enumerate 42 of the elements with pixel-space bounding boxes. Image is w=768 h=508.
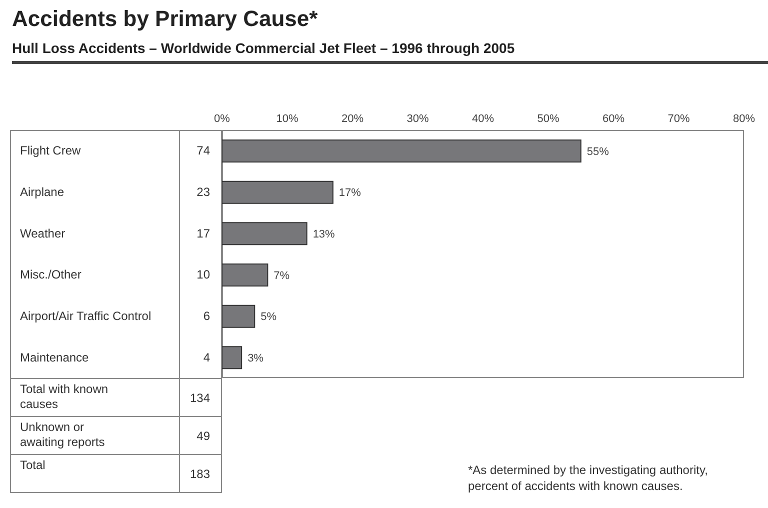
data-label: 3% [248,352,264,365]
y-tick-label: Airplane [20,185,64,199]
text: 74 [196,144,210,158]
text: Unknown or awaiting reports [20,420,106,450]
text: 183 [188,467,210,481]
text: 17 [196,226,210,240]
x-tick-label: 40% [472,113,494,125]
bar [222,264,268,286]
x-tick-label: 30% [406,113,429,125]
y-tick-label: Weather [20,226,66,240]
x-tick-label: 50% [537,113,560,125]
y-tick-label: Maintenance [20,350,90,364]
y-tick-label: Flight Crew [20,144,82,158]
text: Total with known causes [20,382,110,412]
text: Total [20,458,46,473]
bar [222,180,334,204]
x-tick-label: 60% [602,113,625,125]
bar [222,140,582,162]
data-label: 17% [338,187,362,200]
text: *As determined by the investigating authority, percent of accidents with known causes. [468,462,709,494]
x-tick-label: 0% [214,113,230,125]
bar [222,304,256,328]
y-tick-label: Misc./Other [20,268,82,282]
text: 23 [196,185,210,199]
chart-title: Accidents by Primary Cause* [12,6,318,32]
text: 134 [188,391,210,405]
data-label: 13% [312,228,336,241]
x-tick-label: 80% [732,113,756,125]
chart-subtitle: Hull Loss Accidents – Worldwide Commercial Jet Fleet – 1996 through 2005 [12,40,515,56]
data-label: 55% [586,146,610,158]
data-label: 5% [260,311,277,324]
x-tick-label: 20% [341,113,364,125]
x-tick-label: 10% [276,113,298,125]
bar [222,346,242,370]
bar [222,222,308,246]
y-tick-label: Airport/Air Traffic Control [20,309,152,323]
text: 6 [203,309,210,323]
text: 10 [196,268,210,282]
x-tick-label: 70% [668,113,690,125]
data-label: 7% [274,270,290,282]
text: 49 [196,429,210,443]
text: 4 [203,350,210,364]
